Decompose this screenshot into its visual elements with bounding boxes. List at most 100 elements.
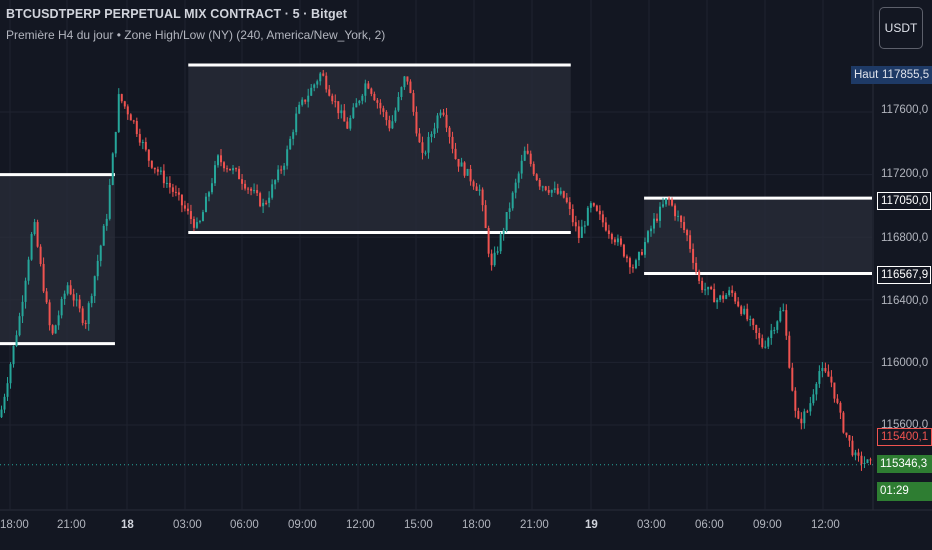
candle-body — [625, 256, 628, 259]
candle-body — [370, 88, 373, 94]
time-tick: 18:00 — [462, 519, 491, 531]
candle-body — [388, 120, 391, 129]
candle-body — [307, 95, 310, 102]
candle-body — [433, 128, 436, 135]
candle-body — [129, 114, 132, 121]
candle-body — [860, 455, 863, 464]
candle-body — [274, 180, 277, 185]
candle-body — [235, 168, 238, 170]
candle-body — [716, 299, 719, 303]
candle-body — [731, 290, 734, 294]
candle-body — [69, 285, 72, 295]
candle-body — [791, 367, 794, 391]
candle-body — [595, 205, 598, 211]
candle-body — [174, 191, 177, 193]
candle-body — [842, 412, 845, 433]
candle-body — [740, 306, 743, 314]
candle-body — [553, 188, 556, 191]
candle-body — [271, 184, 274, 198]
candle-body — [577, 226, 580, 238]
candle-body — [589, 203, 592, 208]
candle-body — [683, 222, 686, 230]
candle-body — [51, 325, 54, 334]
candle-body — [532, 163, 535, 175]
candle-body — [665, 198, 668, 205]
candle-body — [689, 235, 692, 249]
candle-body — [75, 299, 78, 301]
symbol-title[interactable]: BTCUSDTPERP PERPETUAL MIX CONTRACT · 5 ·… — [6, 7, 348, 21]
candle-body — [367, 83, 370, 89]
candle-body — [42, 263, 45, 292]
candle-body — [376, 100, 379, 103]
candle-body — [722, 295, 725, 299]
candle-body — [114, 131, 117, 154]
candle-body — [198, 221, 201, 223]
candle-body — [355, 103, 358, 108]
candle-body — [656, 218, 659, 221]
candle-body — [15, 335, 18, 346]
candle-body — [848, 435, 851, 441]
candle-body — [734, 293, 737, 302]
candle-body — [487, 228, 490, 254]
candle-body — [803, 411, 806, 424]
indicator-legend[interactable]: Première H4 du jour • Zone High/Low (NY)… — [6, 28, 386, 42]
candle-body — [604, 222, 607, 231]
candle-body — [505, 212, 508, 231]
candle-body — [547, 190, 550, 193]
candle-body — [845, 432, 848, 436]
candle-body — [117, 94, 120, 132]
candle-body — [583, 225, 586, 227]
candle-body — [262, 202, 265, 207]
candle-body — [481, 189, 484, 206]
candle-body — [634, 260, 637, 269]
candle-body — [490, 253, 493, 266]
candle-body — [66, 285, 69, 294]
candle-body — [412, 93, 415, 112]
price-tick: 116400,0 — [881, 295, 929, 307]
candle-body — [439, 112, 442, 116]
candle-body — [752, 318, 755, 326]
candle-body — [159, 170, 162, 172]
candle-body — [457, 159, 460, 167]
candle-body — [406, 76, 409, 82]
candle-body — [598, 210, 601, 215]
candle-body — [213, 165, 216, 184]
candle-body — [123, 101, 126, 107]
candle-body — [238, 168, 241, 180]
candle-body — [445, 114, 448, 128]
candle-body — [280, 169, 283, 171]
candle-body — [391, 121, 394, 129]
candle-body — [809, 403, 812, 412]
candle-body — [30, 234, 33, 260]
candle-body — [319, 73, 322, 82]
candle-body — [815, 383, 818, 395]
candle-body — [400, 87, 403, 97]
candle-body — [192, 218, 195, 228]
candle-body — [241, 179, 244, 184]
candle-body — [81, 308, 84, 323]
candle-body — [662, 204, 665, 207]
candle-body — [677, 215, 680, 217]
candle-body — [601, 214, 604, 223]
candle-body — [442, 112, 445, 115]
red-price-tag: 115400,1 — [877, 428, 932, 446]
candle-body — [90, 296, 93, 304]
candle-body — [770, 330, 773, 339]
candle-body — [87, 303, 90, 324]
candle-body — [707, 286, 710, 290]
candle-body — [27, 259, 30, 281]
time-tick: 06:00 — [695, 519, 724, 531]
currency-button[interactable]: USDT — [879, 7, 923, 49]
candle-body — [102, 225, 105, 246]
candle-body — [111, 153, 114, 185]
candle-body — [478, 189, 481, 191]
candle-body — [580, 226, 583, 238]
candle-body — [340, 110, 343, 114]
candle-body — [337, 101, 340, 114]
candle-body — [60, 298, 63, 316]
candle-body — [562, 191, 565, 198]
candle-body — [499, 234, 502, 252]
candle-body — [659, 206, 662, 221]
